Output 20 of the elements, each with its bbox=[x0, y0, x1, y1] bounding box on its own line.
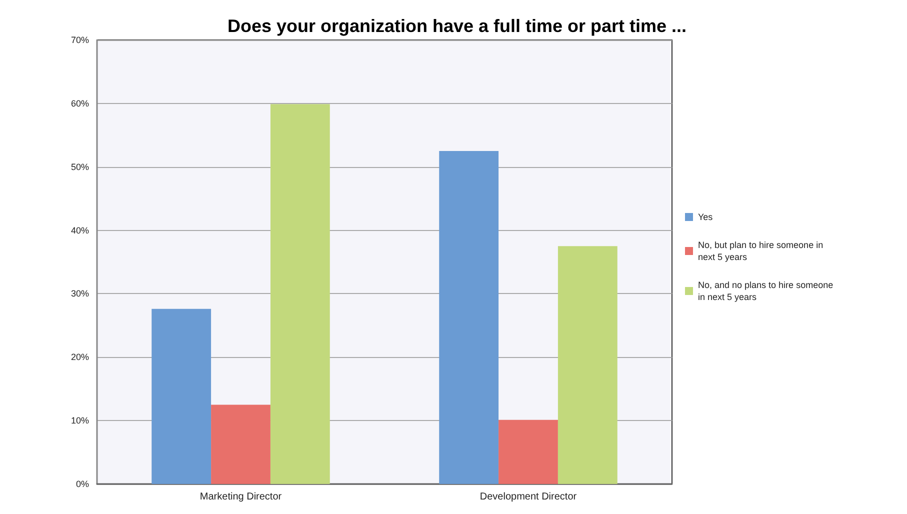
x-tick-label: Marketing Director bbox=[200, 492, 282, 502]
bar bbox=[439, 151, 499, 484]
y-tick-label: 10% bbox=[70, 416, 89, 426]
y-tick-label: 70% bbox=[70, 35, 89, 45]
bar bbox=[152, 308, 212, 484]
bar bbox=[498, 420, 558, 484]
y-tick-label: 60% bbox=[70, 98, 89, 108]
y-tick-label: 40% bbox=[70, 225, 89, 236]
legend-label: No, but plan to hire someone in next 5 years bbox=[698, 240, 824, 262]
y-tick-label: 30% bbox=[70, 288, 89, 299]
y-tick-label: 0% bbox=[76, 479, 89, 489]
y-tick-label: 50% bbox=[70, 162, 89, 172]
legend-label: No, and no plans to hire someone in next 5 years bbox=[698, 280, 834, 302]
bar bbox=[558, 246, 618, 484]
y-tick-label: 20% bbox=[70, 352, 89, 362]
x-tick-label: Development Director bbox=[480, 492, 578, 502]
chart-title: Does your organization have a full time or part time ... bbox=[227, 16, 687, 36]
legend-label: Yes bbox=[698, 212, 714, 222]
bar bbox=[270, 104, 330, 484]
bar bbox=[211, 404, 270, 484]
